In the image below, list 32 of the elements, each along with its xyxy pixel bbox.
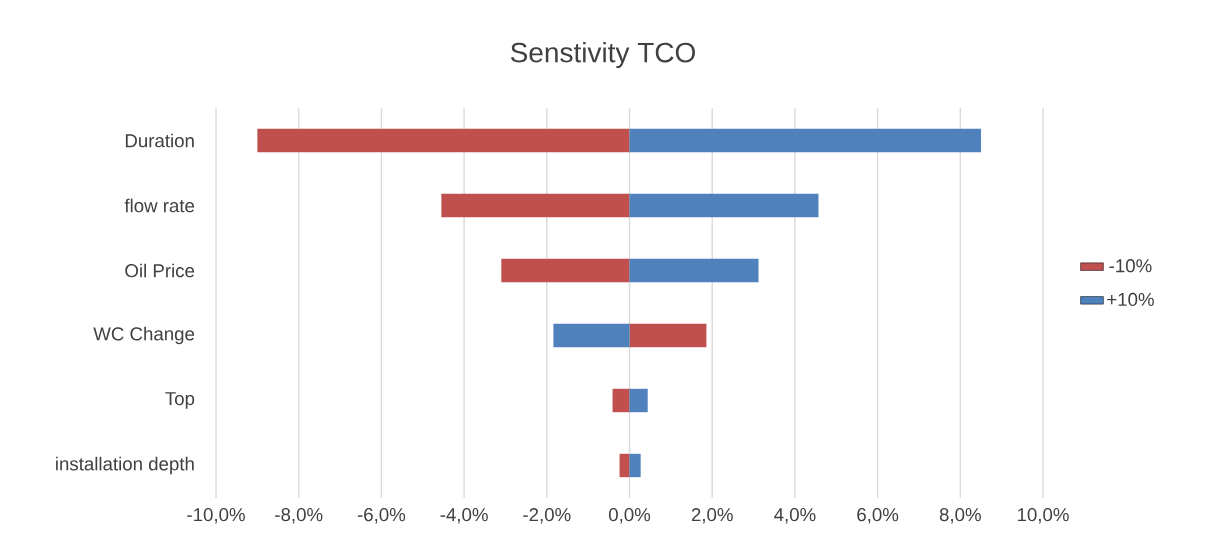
x-tick-label: 8,0%	[939, 508, 981, 524]
bar	[629, 453, 641, 478]
y-tick-label: Oil Price	[125, 263, 195, 278]
bar	[612, 388, 630, 413]
bar	[501, 258, 630, 283]
y-tick-label: Top	[165, 392, 195, 409]
bar	[629, 323, 707, 348]
bar	[257, 128, 630, 153]
y-tick-label: WC Change	[93, 326, 195, 345]
bar	[629, 128, 981, 153]
x-tick-label: -4,0%	[440, 508, 488, 524]
x-tick-label: -6,0%	[357, 508, 406, 524]
x-tick-label: -10,0%	[187, 508, 245, 524]
y-tick-label: flow rate	[124, 198, 195, 213]
y-tick-label: installation depth	[56, 456, 194, 475]
chart-title: Senstivity TCO	[510, 41, 695, 69]
x-tick-label: -8,0%	[275, 508, 323, 524]
bar	[629, 258, 759, 283]
x-tick-label: 0,0%	[608, 508, 651, 524]
bar	[553, 323, 630, 348]
x-tick-label: 10,0%	[1017, 508, 1069, 524]
x-tick-label: 4,0%	[774, 508, 816, 524]
x-tick-label: -2,0%	[523, 508, 571, 524]
bar	[629, 193, 819, 218]
bar	[441, 193, 630, 218]
legend-label: +10%	[1107, 292, 1154, 307]
bar	[629, 388, 648, 413]
y-tick-label: Duration	[125, 133, 194, 148]
x-tick-label: 6,0%	[857, 508, 899, 524]
x-tick-label: 2,0%	[691, 508, 733, 524]
bar	[619, 453, 630, 478]
legend-label: -10%	[1109, 259, 1152, 273]
